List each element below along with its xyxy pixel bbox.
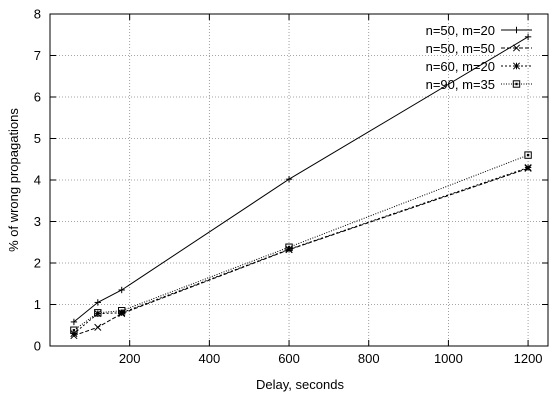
marker-stroke: [94, 309, 102, 317]
series-4: [70, 151, 532, 334]
marker-fill: [96, 311, 100, 314]
marker-stroke: [70, 326, 78, 334]
marker-stroke: [512, 62, 521, 70]
series-1: [70, 33, 532, 326]
marker-stroke: [512, 44, 521, 52]
legend-label: n=50, m=50: [426, 41, 495, 56]
grid: [50, 14, 548, 346]
y-tick-label: 3: [34, 214, 41, 229]
legend-marker: [512, 62, 521, 70]
data-point: [70, 326, 78, 334]
y-tick-label: 6: [34, 90, 41, 105]
legend-label: n=60, m=20: [426, 59, 495, 74]
data-point: [94, 323, 102, 331]
x-tick-label: 400: [199, 351, 221, 366]
y-tick-label: 4: [34, 173, 41, 188]
series-layer: [70, 33, 532, 340]
data-point: [118, 307, 126, 315]
data-point: [94, 299, 102, 306]
ticks: 200 400 600 800 1000 1200 0 1 2 3 4 5 6 7 8: [34, 7, 548, 366]
marker-fill: [515, 82, 518, 86]
x-tick-label: 200: [119, 351, 141, 366]
series-3: [70, 163, 532, 338]
data-point: [94, 309, 102, 317]
legend-marker: [513, 26, 520, 34]
marker-fill: [287, 246, 291, 249]
marker-stroke: [285, 245, 293, 253]
y-tick-label: 2: [34, 256, 41, 271]
series-line: [73, 167, 529, 334]
x-tick-label: 1000: [434, 351, 463, 366]
y-tick-label: 1: [34, 297, 41, 312]
data-point: [70, 318, 78, 326]
x-tick-label: 1200: [514, 351, 543, 366]
marker-stroke: [118, 309, 126, 317]
marker-stroke: [94, 323, 102, 331]
marker-stroke: [512, 80, 521, 88]
legend-label: n=50, m=20: [426, 23, 495, 38]
x-tick-label: 800: [358, 351, 380, 366]
y-tick-label: 5: [34, 131, 41, 146]
marker-fill: [526, 153, 530, 157]
marker-stroke: [524, 151, 532, 159]
series-line: [73, 154, 529, 331]
marker-stroke: [524, 163, 532, 172]
y-tick-label: 7: [34, 48, 41, 63]
legend-marker: [512, 44, 521, 52]
data-point: [118, 286, 125, 294]
data-point: [524, 151, 532, 159]
marker-stroke: [285, 243, 293, 251]
data-point: [524, 33, 532, 41]
series-line: [73, 167, 529, 337]
legend-label: n=90, m=35: [426, 77, 495, 92]
marker-fill: [72, 329, 76, 332]
y-tick-label: 8: [34, 7, 41, 22]
data-point: [285, 175, 293, 183]
x-axis-title: Delay, seconds: [256, 377, 344, 392]
legend: n=50, m=20 n=50, m=50 n=60, m=20 n=90, m=35: [426, 23, 532, 92]
y-axis-title: % of wrong propagations: [6, 108, 21, 252]
data-point: [524, 163, 532, 172]
marker-stroke: [118, 307, 126, 315]
x-tick-label: 600: [278, 351, 300, 366]
marker-fill: [120, 309, 123, 312]
series-2: [70, 164, 532, 340]
data-point: [285, 243, 293, 251]
legend-marker: [512, 80, 521, 88]
y-tick-label: 0: [34, 339, 41, 354]
